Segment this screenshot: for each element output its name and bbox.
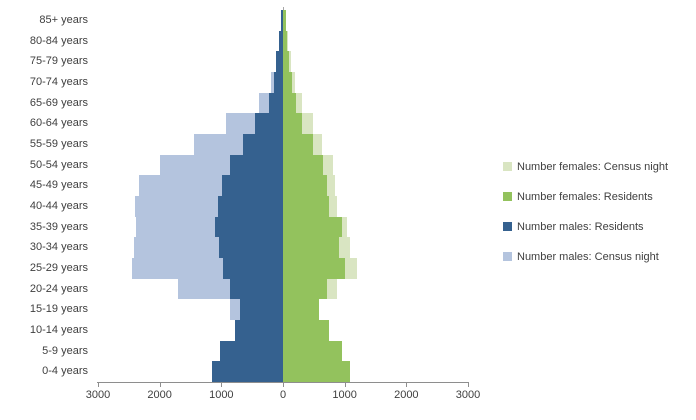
age-group-label: 80-84 years [29,34,88,47]
bar-males-residents [273,72,283,93]
age-group-label: 15-19 years [29,303,88,316]
x-axis-tick-label: 1000 [209,389,234,401]
age-group-label: 0-4 years [42,365,88,378]
bar-males-residents [268,92,283,114]
bar-males-residents [276,51,283,72]
bar-females-residents [283,30,288,52]
bar-females-residents [283,134,314,155]
bar-males-residents [218,196,283,217]
age-group-label: 70-74 years [29,76,88,88]
age-group-label: 50-54 years [29,158,88,171]
bar-females-residents [283,51,290,72]
x-axis-tick-label: 2000 [394,389,419,401]
age-group-label: 20-24 years [29,282,88,295]
x-axis-tick [468,383,469,387]
bar-males-residents [218,237,283,258]
bar-females-residents [283,299,320,320]
x-axis-tick [344,383,346,387]
bar-males-residents [242,134,283,155]
legend-label: Number females: Residents [517,191,653,203]
x-axis-tick [159,383,161,387]
bar-females-residents [283,340,342,362]
bar-males-residents [239,299,283,320]
bar-females-residents [283,154,324,176]
bar-males-residents [280,10,283,31]
legend-item: Number males: Residents [503,221,644,233]
bar-males-residents [220,340,283,362]
age-group-label: 35-39 years [29,220,88,233]
age-group-label: 30-34 years [29,241,88,254]
x-axis-tick-label: 1000 [332,389,357,401]
legend-item: Number females: Census night [503,161,668,173]
legend-swatch-icon [503,192,512,201]
bar-males-residents [229,154,283,176]
age-group-label: 25-29 years [29,262,88,274]
legend-swatch-icon [503,162,512,171]
bar-females-residents [283,361,350,382]
x-axis-tick [406,383,408,387]
bar-females-residents [283,92,297,114]
bar-females-residents [283,216,342,238]
bar-females-residents [283,113,303,134]
bar-females-residents [283,258,345,279]
age-group-label: 60-64 years [29,117,88,130]
bar-males-residents [278,30,283,52]
bar-males-residents [222,175,283,196]
bar-females-residents [283,10,287,31]
age-group-label: 65-69 years [29,96,88,109]
age-group-label: 5-9 years [42,344,88,357]
x-axis-tick-label: 3000 [85,389,111,401]
bar-males-residents [254,113,283,134]
age-group-label: 45-49 years [29,179,88,192]
bar-females-residents [283,72,292,93]
legend-swatch-icon [503,252,512,261]
bar-females-residents [283,320,329,341]
bar-males-residents [215,216,283,238]
x-axis-tick [283,383,284,387]
x-axis-line [97,382,469,383]
age-group-label: 75-79 years [29,55,88,68]
x-axis-tick-label: 3000 [455,389,481,401]
x-axis-tick-label: 0 [279,389,287,401]
age-group-label: 40-44 years [29,200,88,212]
bar-males-residents [223,258,283,279]
bar-females-residents [283,278,327,300]
legend-label: Number males: Census night [517,251,659,263]
age-group-label: 10-14 years [29,324,88,336]
legend-label: Number females: Census night [517,161,669,173]
bar-males-residents [234,320,283,341]
age-group-label: 85+ years [39,14,88,26]
bar-females-residents [283,196,330,217]
bar-males-residents [211,361,283,382]
legend-item: Number males: Census night [503,251,659,263]
legend-swatch-icon [503,222,512,231]
x-axis-tick-label: 2000 [147,389,172,401]
bar-females-residents [283,175,327,196]
legend-label: Number males: Residents [517,221,644,233]
legend-item: Number females: Residents [503,191,653,203]
x-axis-tick [98,383,99,387]
bar-males-residents [229,278,283,300]
age-group-label: 55-59 years [29,138,88,150]
x-axis-tick [221,383,223,387]
bar-females-residents [283,237,340,258]
